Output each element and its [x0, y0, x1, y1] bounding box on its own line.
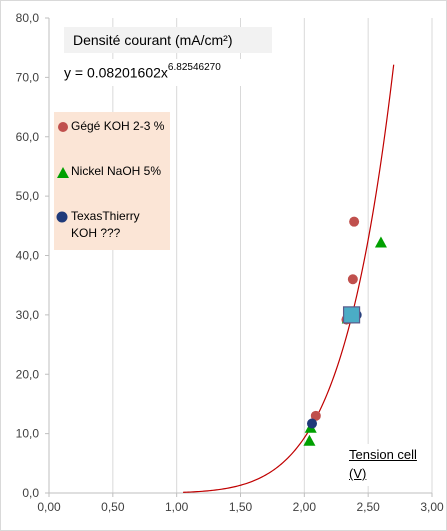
data-point	[347, 274, 358, 285]
data-point	[310, 410, 321, 421]
x-tick-label: 3,00	[420, 500, 444, 514]
y-tick-label: 60,0	[16, 130, 40, 144]
data-point	[349, 216, 360, 227]
y-tick-label: 40,0	[16, 249, 40, 263]
legend-marker-circle-red	[58, 122, 68, 132]
trendline-curve	[183, 64, 395, 493]
x-tick-label: 0,00	[37, 500, 61, 514]
y-tick-label: 50,0	[16, 189, 40, 203]
legend-item-texas: TexasThierry KOH ???	[54, 208, 170, 248]
x-axis-title-line2: (V)	[349, 466, 367, 481]
y-tick-label: 70,0	[16, 70, 40, 84]
x-tick-label: 0,50	[101, 500, 125, 514]
legend-label-gege: Gégé KOH 2-3 %	[71, 119, 165, 133]
x-tick-label: 1,50	[229, 500, 253, 514]
equation-prefix: y = 0.08201602x	[64, 64, 168, 81]
trendline-equation-box	[58, 59, 242, 86]
data-point	[303, 434, 316, 446]
x-tick-label: 2,00	[293, 500, 317, 514]
x-tick-label: 1,00	[165, 500, 189, 514]
x-axis-title-line1: Tension cell	[349, 447, 417, 462]
legend-item-gege: Gégé KOH 2-3 %	[54, 118, 170, 142]
x-tick-label: 2,50	[356, 500, 380, 514]
legend-label-nickel: Nickel NaOH 5%	[71, 164, 162, 178]
y-tick-label: 80,0	[16, 11, 40, 25]
trendline-equation: y = 0.08201602x6.82546270	[64, 62, 221, 81]
x-axis-title: Tension cell (V)	[349, 445, 429, 483]
legend-marker-triangle-green	[57, 167, 69, 178]
y-tick-label: 30,0	[16, 308, 40, 322]
legend-marker-circle-navy	[56, 211, 68, 223]
legend-label-texas: TexasThierry KOH ???	[71, 209, 140, 240]
y-axis-title: Densité courant (mA/cm²)	[73, 32, 233, 48]
equation-exponent: 6.82546270	[167, 62, 221, 73]
data-point	[306, 418, 317, 429]
data-point	[374, 236, 387, 248]
y-axis-title-box	[64, 27, 272, 53]
x-axis-title-box	[346, 444, 430, 486]
legend: Gégé KOH 2-3 % Nickel NaOH 5% TexasThier…	[54, 112, 170, 250]
y-tick-label: 0,0	[22, 486, 39, 500]
y-tick-label: 20,0	[16, 367, 40, 381]
legend-item-nickel: Nickel NaOH 5%	[54, 163, 170, 187]
y-tick-label: 10,0	[16, 427, 40, 441]
data-point	[342, 306, 361, 324]
